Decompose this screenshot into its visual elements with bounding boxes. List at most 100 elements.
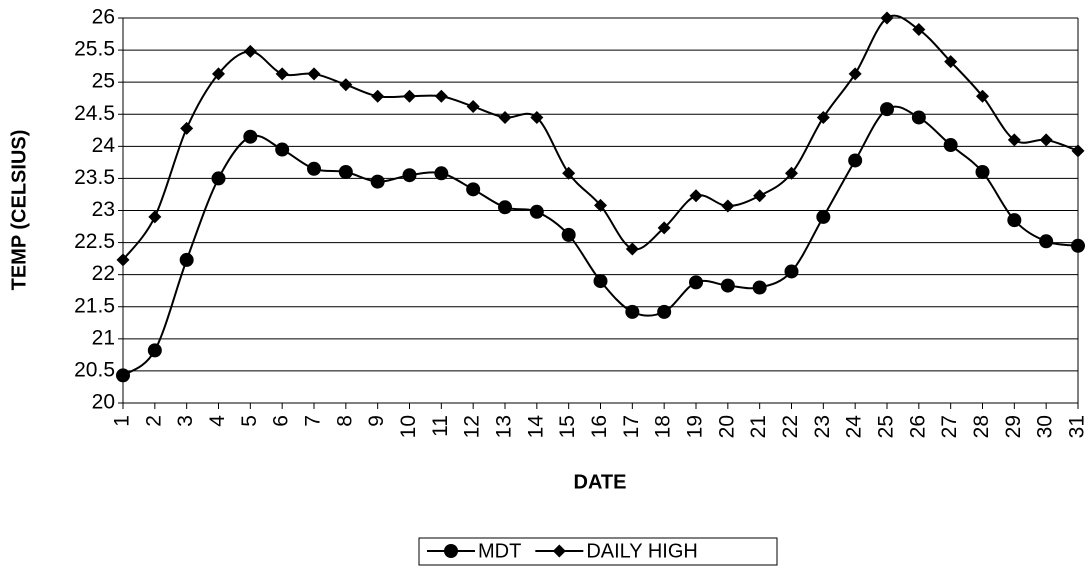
data-point (339, 78, 353, 92)
y-tick-label: 23 (92, 198, 115, 221)
data-point (179, 252, 194, 267)
data-point (848, 153, 863, 168)
data-point (1039, 133, 1053, 147)
y-tick-label: 24.5 (74, 102, 115, 125)
legend-box (418, 537, 778, 566)
data-point (530, 110, 544, 124)
data-point (721, 199, 735, 213)
data-point (466, 182, 481, 197)
data-point (212, 67, 225, 81)
y-tick-label: 24 (92, 134, 116, 157)
x-tick-label: 15 (556, 415, 579, 438)
x-tick-label: 29 (1002, 415, 1025, 438)
x-tick-label: 17 (620, 415, 643, 438)
legend-label: MDT (478, 540, 521, 562)
y-tick-label: 23.5 (74, 166, 115, 189)
y-tick-label: 20 (92, 391, 115, 414)
x-tick-label: 10 (397, 415, 420, 438)
x-tick-label: 12 (461, 415, 484, 438)
x-tick-label: 20 (715, 415, 738, 438)
x-tick-label: 19 (684, 415, 707, 438)
x-tick-label: 23 (811, 415, 834, 438)
data-point (338, 165, 353, 179)
data-point (402, 168, 417, 183)
x-tick-label: 4 (206, 415, 229, 427)
data-point (211, 171, 226, 186)
x-tick-label: 31 (1066, 415, 1089, 438)
data-point (275, 142, 290, 157)
series-line (122, 14, 1079, 261)
data-point (880, 11, 894, 25)
data-point (147, 343, 162, 358)
data-point (625, 304, 640, 319)
data-point (975, 165, 990, 179)
x-tick-label: 18 (652, 415, 675, 438)
data-point (625, 242, 639, 256)
data-point (180, 121, 194, 135)
data-point (657, 304, 672, 319)
data-point (307, 67, 321, 81)
x-tick-label: 25 (875, 415, 898, 438)
data-point (498, 200, 512, 215)
x-tick-label: 30 (1034, 415, 1057, 438)
data-point (911, 110, 926, 125)
data-point (434, 166, 449, 181)
x-tick-label: 5 (238, 415, 261, 427)
data-point (848, 67, 862, 81)
x-tick-label: 14 (524, 415, 547, 439)
x-tick-label: 22 (779, 415, 802, 438)
x-tick-label: 3 (174, 415, 197, 427)
data-point (403, 89, 416, 103)
data-point (912, 23, 926, 37)
data-point (944, 55, 958, 69)
data-point (116, 253, 130, 267)
data-point (880, 102, 894, 117)
y-axis-title: TEMP (CELSIUS) (8, 130, 30, 291)
data-point (784, 264, 799, 279)
data-point (594, 198, 607, 212)
data-point (689, 189, 703, 203)
data-point (943, 138, 958, 153)
y-tick-label: 25.5 (74, 38, 115, 61)
data-point (434, 89, 448, 103)
y-tick-label: 22 (92, 262, 115, 285)
data-point (243, 129, 258, 144)
y-tick-label: 21.5 (74, 294, 115, 317)
x-tick-label: 1 (111, 415, 134, 427)
data-point (116, 368, 130, 383)
data-point (785, 166, 798, 180)
data-point (562, 166, 576, 180)
y-tick-label: 21 (92, 326, 115, 349)
data-point (148, 210, 162, 224)
legend-label: DAILY HIGH (586, 540, 698, 562)
legend-marker (444, 544, 458, 558)
data-point (657, 221, 671, 235)
x-tick-label: 8 (333, 415, 356, 427)
x-tick-label: 24 (843, 415, 866, 439)
y-tick-label: 25 (92, 70, 115, 93)
data-point (371, 89, 385, 103)
data-point (275, 67, 289, 81)
data-point (816, 110, 830, 124)
x-tick-label: 13 (493, 415, 516, 438)
data-point (689, 275, 703, 290)
legend-marker (552, 544, 566, 558)
y-tick-label: 22.5 (74, 230, 115, 253)
data-point (370, 174, 385, 189)
data-point (466, 100, 480, 114)
data-point (1007, 213, 1022, 228)
data-point (753, 189, 767, 203)
x-tick-label: 11 (429, 415, 452, 437)
data-point (243, 44, 257, 58)
data-point (1039, 234, 1054, 249)
data-point (720, 278, 735, 293)
data-point (498, 110, 512, 124)
x-tick-label: 16 (588, 415, 611, 438)
data-point (529, 204, 544, 219)
y-tick-label: 26 (92, 6, 115, 29)
data-point (593, 274, 608, 289)
data-point (1071, 144, 1085, 158)
x-tick-label: 9 (365, 415, 388, 427)
data-point (816, 209, 831, 224)
